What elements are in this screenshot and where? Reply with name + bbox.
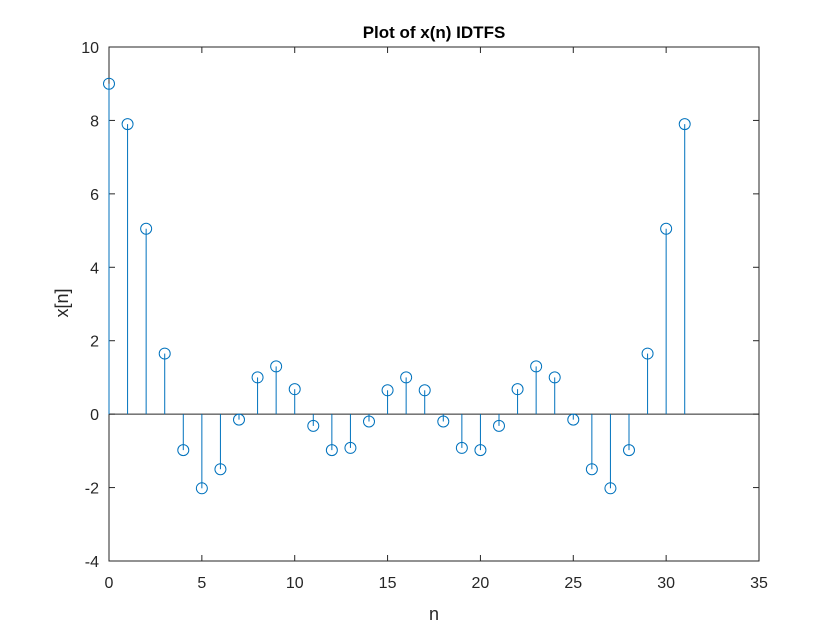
stem-marker (177, 444, 190, 457)
y-tick-label: 4 (90, 260, 99, 277)
stem-marker (307, 419, 320, 432)
stem-marker (418, 384, 431, 397)
x-tick-label: 35 (750, 575, 768, 592)
stem-marker (678, 118, 691, 131)
stem-marker (585, 463, 598, 476)
stem-marker (158, 347, 171, 360)
x-tick-label: 20 (472, 575, 490, 592)
stem-marker (567, 413, 580, 426)
plot-area: 0 5 10 15 20 25 30 35 -4 -2 0 2 4 6 8 10 (81, 40, 768, 592)
stem-marker (604, 482, 617, 495)
x-tick-label: 10 (286, 575, 304, 592)
stem-marker (140, 222, 153, 235)
stem-marker (437, 415, 450, 428)
stem-marker (325, 444, 338, 457)
stem-marker (511, 383, 524, 396)
stem-marker (381, 384, 394, 397)
stem-marker (121, 118, 134, 131)
y-tick-label: 6 (90, 187, 99, 204)
x-tick-label: 0 (105, 575, 114, 592)
stem-marker (103, 77, 115, 90)
x-tick-label: 15 (379, 575, 397, 592)
stem-marker (233, 413, 245, 426)
stem-marker (400, 371, 413, 384)
stem-marker (288, 383, 301, 396)
stem-marker (530, 360, 543, 373)
stem-marker (660, 222, 673, 235)
stem-marker (363, 415, 375, 428)
x-tick-label: 25 (564, 575, 582, 592)
stem-marker (623, 444, 635, 457)
stem-marker (455, 441, 468, 454)
stem-marker (474, 444, 487, 457)
y-tick-label: 8 (90, 113, 99, 130)
stem-marker (251, 371, 264, 384)
stem-marker (641, 347, 654, 360)
x-tick-label: 30 (657, 575, 675, 592)
stem-marker (548, 371, 561, 384)
x-tick-label: 5 (197, 575, 206, 592)
stem-marker (214, 463, 227, 476)
x-axis-label: n (429, 604, 439, 624)
stem-marker (270, 360, 283, 373)
y-tick-label: -2 (85, 481, 99, 498)
stem-marker (493, 419, 505, 432)
y-axis-label: x[n] (52, 288, 72, 317)
y-tick-label: -4 (85, 554, 99, 571)
chart-title: Plot of x(n) IDTFS (363, 23, 506, 42)
axes-box (108, 46, 760, 562)
y-tick-label: 2 (90, 334, 99, 351)
y-tick-label: 0 (90, 407, 99, 424)
stem-marker (344, 441, 357, 454)
stem-marker (195, 482, 208, 495)
y-tick-label: 10 (81, 40, 99, 57)
